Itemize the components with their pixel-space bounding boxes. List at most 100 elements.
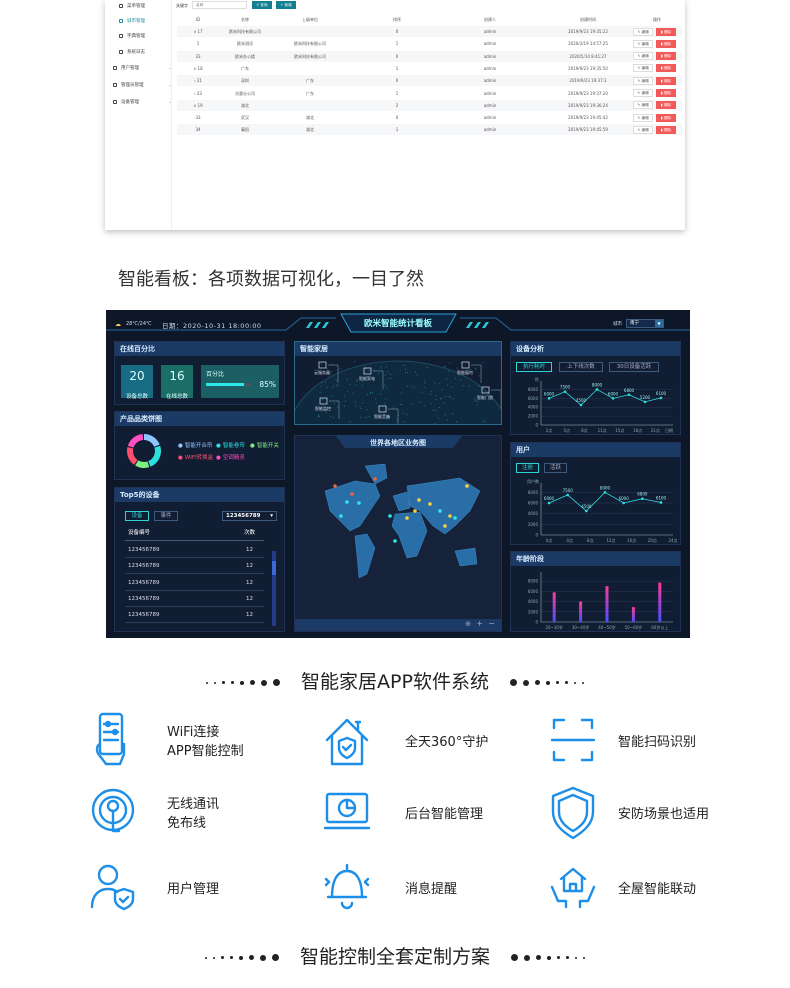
delete-button[interactable]: ▮ 删除 <box>656 89 676 97</box>
sidebar-item[interactable]: 字典管理 <box>119 33 145 39</box>
device-row[interactable]: 123456789 12 <box>125 558 264 574</box>
delete-button[interactable]: ▮ 删除 <box>656 52 676 60</box>
data-point <box>596 388 599 391</box>
business-point[interactable] <box>339 514 343 518</box>
edit-label: 编辑 <box>641 30 648 34</box>
data-label: 6000 <box>619 496 630 501</box>
data-label: 7500 <box>563 488 574 493</box>
business-point[interactable] <box>388 514 392 518</box>
business-point[interactable] <box>405 516 409 520</box>
locate-icon[interactable]: ⊕ <box>465 620 471 628</box>
col-count: 次数 <box>244 528 255 536</box>
feature-text: 用户管理 <box>167 880 219 899</box>
delete-button[interactable]: ▮ 删除 <box>656 40 676 48</box>
globe-dot <box>406 414 407 415</box>
delete-button[interactable]: ▮ 删除 <box>656 101 676 109</box>
delete-button[interactable]: ▮ 删除 <box>656 64 676 72</box>
globe-dot <box>441 389 442 390</box>
business-point[interactable] <box>428 502 432 506</box>
sidebar-item[interactable]: 设备管理 ⌄ <box>113 99 139 105</box>
keyword-input[interactable] <box>192 1 247 9</box>
device-select[interactable]: 123456789 ▾ <box>222 511 277 521</box>
globe-dot <box>325 412 326 413</box>
device-row[interactable]: 123456789 12 <box>125 542 264 558</box>
globe-dot <box>443 402 444 403</box>
tab-device[interactable]: 设备 <box>125 511 149 521</box>
tab-online-count[interactable]: 上下线次数 <box>559 362 603 372</box>
edit-button[interactable]: ✎ 编辑 <box>633 89 653 97</box>
y-axis-label: 用户数 <box>527 478 539 484</box>
delete-button[interactable]: ▮ 删除 <box>656 28 676 36</box>
section-title-app: 智能家居APP软件系统 <box>0 667 790 694</box>
hands-house-icon <box>548 857 598 921</box>
column-header: 排序 <box>393 17 401 23</box>
tab-register[interactable]: 注册 <box>516 463 539 473</box>
globe-dot <box>435 410 436 411</box>
business-point[interactable] <box>333 484 337 488</box>
edit-button[interactable]: ✎ 编辑 <box>633 77 653 85</box>
business-point[interactable] <box>393 539 397 543</box>
x-tick-label: 20~30岁 <box>545 624 563 630</box>
sidebar-item[interactable]: 用户管理 ⌄ <box>113 65 139 71</box>
zoom-in-icon[interactable]: + <box>476 619 483 628</box>
section-title-solution: 智能控制全套定制方案 <box>0 942 790 969</box>
feature-item: 用户管理 <box>88 857 219 921</box>
city-select[interactable]: 南宁 ▼ <box>626 319 664 328</box>
edit-button[interactable]: ✎ 编辑 <box>633 101 653 109</box>
business-point[interactable] <box>417 498 421 502</box>
edit-button[interactable]: ✎ 编辑 <box>633 52 653 60</box>
globe-dot <box>405 369 406 370</box>
globe-dot <box>367 409 368 410</box>
sidebar-item[interactable]: 城市管理 <box>119 18 145 24</box>
delete-button[interactable]: ▮ 删除 <box>656 114 676 122</box>
edit-label: 编辑 <box>641 66 648 70</box>
business-point[interactable] <box>350 492 354 496</box>
business-point[interactable] <box>373 477 377 481</box>
delete-button[interactable]: ▮ 删除 <box>656 77 676 85</box>
business-point[interactable] <box>357 501 361 505</box>
business-point[interactable] <box>443 524 447 528</box>
business-point[interactable] <box>345 500 349 504</box>
dot <box>583 957 585 959</box>
tab-30day-active[interactable]: 30日设备活跃 <box>609 362 659 372</box>
sidebar-item[interactable]: 系统日志 <box>119 49 145 55</box>
dot <box>249 955 254 960</box>
weather-text: 28℃/24℃ <box>126 321 152 327</box>
globe-dot <box>427 367 428 368</box>
table-cell: 欧米科技有限公司 <box>294 41 326 47</box>
tab-active[interactable]: 活跃 <box>544 463 567 473</box>
device-row[interactable]: 123456789 12 <box>125 575 264 591</box>
scrollbar-thumb[interactable] <box>272 561 276 575</box>
zoom-out-icon[interactable]: − <box>488 619 495 628</box>
scrollbar[interactable] <box>272 551 276 626</box>
pie-slice <box>131 437 143 447</box>
sidebar-item[interactable]: 管理员管理 ⌄ <box>113 82 144 88</box>
edit-button[interactable]: ✎ 编辑 <box>633 40 653 48</box>
globe-dot <box>318 415 319 416</box>
add-button[interactable]: + 新增 <box>276 1 296 9</box>
business-point[interactable] <box>453 516 457 520</box>
device-row[interactable]: 123456789 12 <box>125 607 264 623</box>
edit-button[interactable]: ✎ 编辑 <box>633 126 653 134</box>
tab-event[interactable]: 事件 <box>154 511 178 521</box>
business-point[interactable] <box>413 509 417 513</box>
sidebar-item[interactable]: 菜单管理 <box>119 3 145 9</box>
business-point[interactable] <box>465 484 469 488</box>
world-map[interactable] <box>295 456 501 616</box>
chevron-down-icon: ⌄ <box>168 66 172 71</box>
table-cell: admin <box>484 29 497 34</box>
query-button[interactable]: ⚲ 查询 <box>252 1 272 9</box>
table-row: 1 欧米测试 欧米科技有限公司 1 admin 2020/3/19 14:57:25 ✎ 编… <box>177 38 682 49</box>
business-point[interactable] <box>448 514 452 518</box>
edit-button[interactable]: ✎ 编辑 <box>633 28 653 36</box>
tab-exec-time[interactable]: 执行耗时 <box>516 362 552 372</box>
globe-dot <box>344 406 345 407</box>
device-row[interactable]: 123456789 12 <box>125 591 264 607</box>
globe-dot <box>469 386 470 387</box>
edit-button[interactable]: ✎ 编辑 <box>633 114 653 122</box>
edit-button[interactable]: ✎ 编辑 <box>633 64 653 72</box>
dot <box>557 956 560 959</box>
delete-button[interactable]: ▮ 删除 <box>656 126 676 134</box>
date-text: 日期：2020-10-31 18:00:00 <box>162 320 262 330</box>
business-point[interactable] <box>438 509 442 513</box>
